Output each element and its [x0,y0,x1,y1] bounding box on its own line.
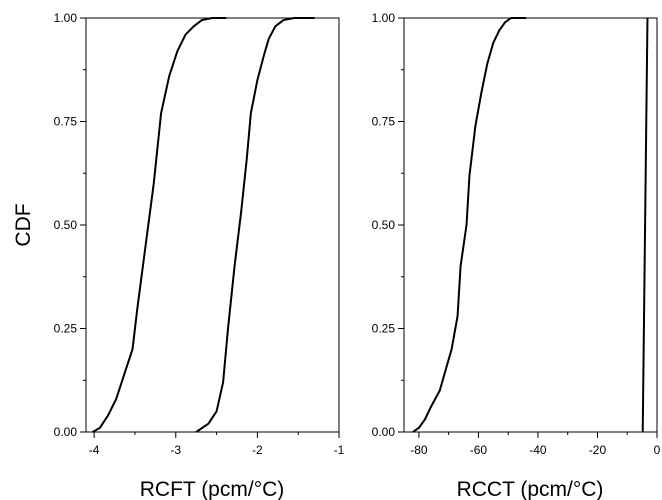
x-tick-label: -80 [410,443,428,457]
left-ticks: -4 -3 -2 -1 0.00 0.25 0.50 0.75 1.00 [54,11,345,457]
x-tick-label: -2 [252,443,263,457]
x-tick-label: 0 [654,443,661,457]
y-tick-label: 0.75 [372,115,396,129]
cdf-curve-1 [412,17,527,433]
left-panel-rcft: -4 -3 -2 -1 0.00 0.25 0.50 0.75 1.00 RCFT (pcm/°… [12,11,345,500]
right-x-axis-title: RCCT (pcm/°C) [457,478,604,500]
right-series [412,17,649,433]
y-tick-label: 0.00 [372,425,396,439]
right-ticks: -80 -60 -40 -20 0 0.00 0.25 0.50 0.75 1.00 [372,11,661,457]
cdf-curve-2 [195,17,315,433]
left-y-axis-title: CDF [12,203,35,246]
y-tick-label: 0.00 [54,425,78,439]
x-tick-label: -1 [334,443,345,457]
x-tick-label: -60 [470,443,488,457]
right-panel-rcct: -80 -60 -40 -20 0 0.00 0.25 0.50 0.75 1.00 RCCT (… [372,11,661,500]
right-plot-frame [403,17,658,433]
x-tick-label: -20 [589,443,607,457]
cdf-curve-1 [92,17,227,433]
y-tick-label: 0.25 [372,322,396,336]
left-x-axis-title: RCFT (pcm/°C) [140,478,285,500]
cdf-curve-2 [641,17,649,433]
x-tick-label: -40 [529,443,547,457]
y-tick-label: 0.50 [54,218,78,232]
x-tick-label: -3 [170,443,181,457]
left-series [92,17,315,433]
y-tick-label: 0.75 [54,115,78,129]
y-tick-label: 1.00 [54,11,78,25]
y-tick-label: 0.50 [372,218,396,232]
y-tick-label: 1.00 [372,11,396,25]
x-tick-label: -4 [89,443,100,457]
y-tick-label: 0.25 [54,322,78,336]
left-plot-frame [85,17,340,433]
